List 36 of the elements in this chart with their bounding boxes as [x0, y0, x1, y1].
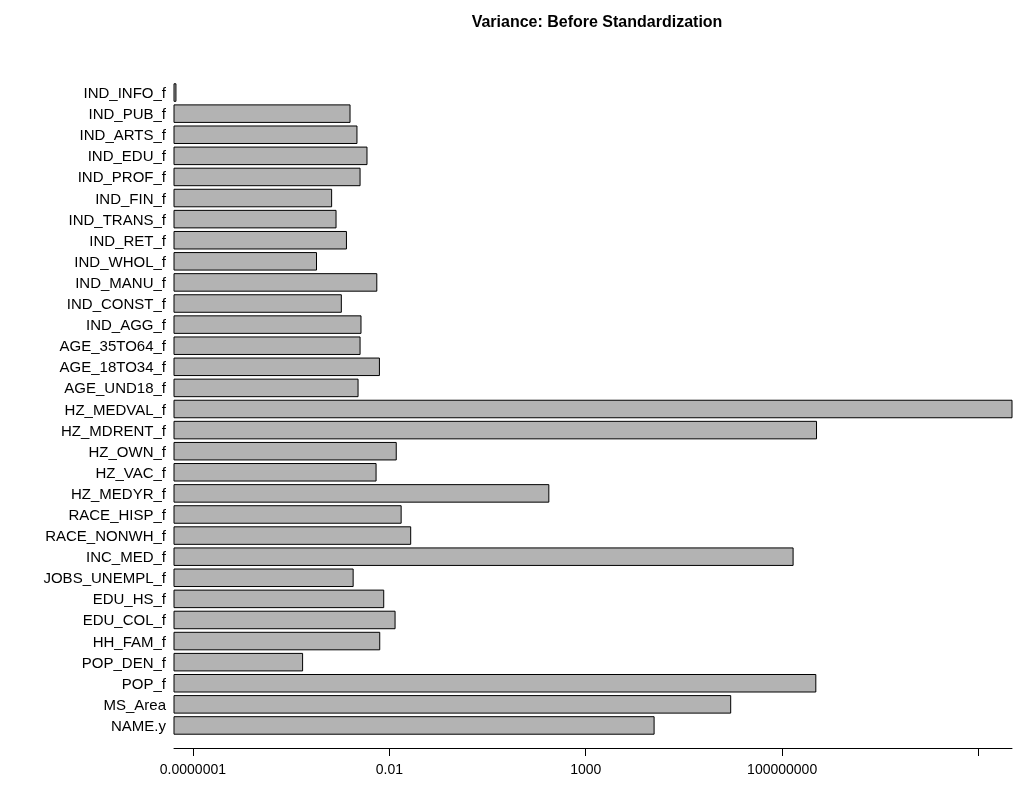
x-tick-label: 0.01: [375, 761, 404, 777]
y-tick-label: AGE_18TO34_f: [59, 358, 167, 376]
y-tick-label: IND_RET_f: [89, 231, 167, 249]
y-tick-label: POP_f: [121, 674, 167, 692]
x-tick-label: 1000: [570, 761, 602, 777]
y-tick-label: JOBS_UNEMPL_f: [43, 569, 167, 587]
y-tick-label: RACE_NONWH_f: [45, 527, 167, 545]
y-tick-label: HZ_OWN_f: [88, 442, 167, 460]
y-tick-label: IND_AGG_f: [85, 316, 167, 334]
y-tick-label: INC_MED_f: [85, 548, 167, 566]
y-tick-label: EDU_COL_f: [82, 611, 167, 629]
y-tick-label: IND_PROF_f: [77, 168, 167, 186]
y-tick-label: RACE_HISP_f: [68, 505, 167, 523]
y-tick-label: HZ_MDRENT_f: [60, 421, 167, 439]
y-tick-label: IND_FIN_f: [95, 189, 167, 207]
y-tick-label: POP_DEN_f: [81, 653, 167, 671]
y-tick-label: IND_MANU_f: [75, 273, 167, 291]
y-tick-label: EDU_HS_f: [92, 590, 167, 608]
y-tick-label: HH_FAM_f: [92, 632, 167, 650]
y-tick-label: HZ_MEDYR_f: [70, 484, 167, 502]
y-tick-label: IND_EDU_f: [87, 147, 167, 165]
y-tick-label: AGE_35TO64_f: [59, 337, 167, 355]
x-tick-label: 100000000: [747, 761, 818, 777]
y-tick-label: IND_WHOL_f: [74, 252, 167, 270]
y-tick-label: IND_CONST_f: [66, 295, 167, 313]
y-tick-label: MS_Area: [103, 695, 167, 713]
y-tick-label: NAME.y: [110, 716, 167, 734]
x-tick-label: 0.0000001: [159, 761, 227, 777]
y-tick-label: IND_PUB_f: [88, 105, 167, 123]
y-tick-label: AGE_UND18_f: [64, 379, 167, 397]
y-tick-label: HZ_VAC_f: [95, 463, 167, 481]
y-tick-label: IND_TRANS_f: [68, 210, 167, 228]
y-tick-label: IND_INFO_f: [83, 84, 167, 102]
y-tick-label: HZ_MEDVAL_f: [64, 400, 167, 418]
chart-title: Variance: Before Standardization: [471, 12, 723, 30]
y-tick-label: IND_ARTS_f: [79, 126, 167, 144]
